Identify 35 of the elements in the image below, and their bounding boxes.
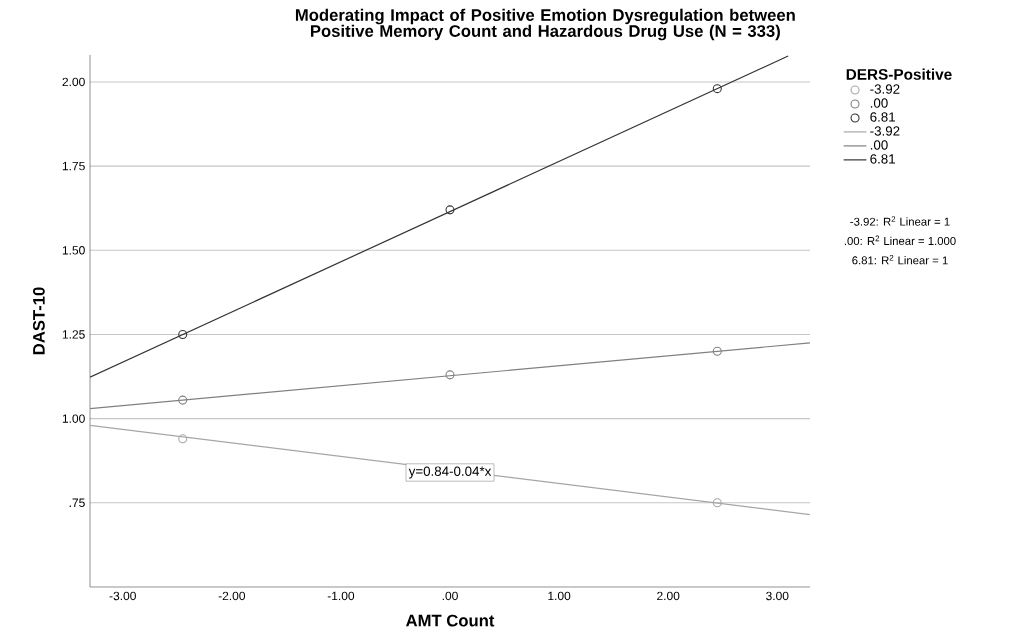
- annotation: y=0.84-0.04*x: [408, 466, 492, 479]
- y-tick-label: 1.75: [62, 161, 85, 171]
- chart-title: Moderating Impact of Positive Emotion Dysregulation between Positive Memory Count and Hazardous Drug Use (N = 333): [295, 8, 795, 41]
- point: [178, 395, 188, 405]
- y-axis-title: DAST-10: [33, 287, 45, 355]
- legend-label: 6.81: [870, 154, 895, 164]
- y-tick-label: 1.50: [62, 246, 85, 255]
- text: 6.81: R$^{2}$ Linear = 1: [852, 254, 948, 265]
- point: [178, 329, 188, 339]
- y-tick-label: 1.25: [62, 330, 85, 339]
- x-tick-label: .00: [442, 591, 458, 601]
- legend-title: DERS-Positive: [846, 68, 952, 80]
- point: [445, 370, 455, 380]
- y-tick-label: 1.00: [62, 414, 85, 423]
- legend-label: -3.92: [870, 84, 900, 94]
- point: [178, 434, 188, 444]
- point: [712, 346, 722, 356]
- x-tick-label: 3.00: [766, 591, 789, 601]
- point: [445, 205, 455, 215]
- text: -3.92: R$^{2}$ Linear = 1: [850, 216, 950, 226]
- text: .00: R$^{2}$ Linear = 1.000: [844, 235, 956, 246]
- x-tick-label: 1.00: [548, 591, 571, 601]
- x-tick-label: -2.00: [218, 591, 246, 601]
- legend-label: .00: [870, 98, 888, 108]
- x-tick-label: -3.00: [109, 591, 136, 601]
- x-tick-label: 2.00: [657, 591, 680, 601]
- point: [712, 84, 722, 94]
- legend-label: .00: [870, 140, 888, 150]
- point: [712, 498, 722, 508]
- x-tick-label: -1.00: [327, 591, 355, 601]
- y-tick-label: .75: [69, 498, 85, 507]
- x-axis-title: AMT Count: [405, 614, 495, 627]
- legend-label: -3.92: [870, 126, 900, 136]
- y-tick-label: 2.00: [62, 77, 85, 87]
- legend-label: 6.81: [870, 112, 895, 122]
